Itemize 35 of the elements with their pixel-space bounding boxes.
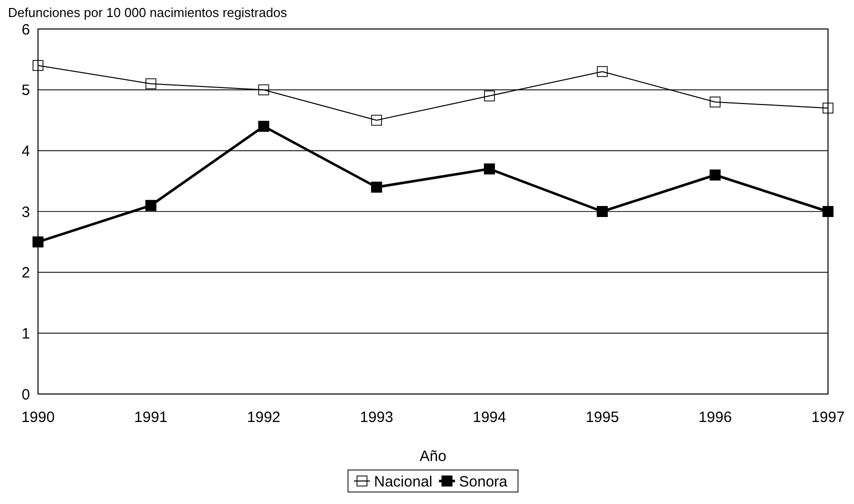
- x-tick-label: 1994: [472, 409, 506, 426]
- point: [32, 60, 44, 71]
- x-tick-label: 1992: [247, 409, 280, 426]
- point: [145, 78, 156, 90]
- point: [710, 96, 721, 108]
- y-tick-label: 1: [22, 325, 30, 342]
- x-tick-label: 1993: [360, 409, 394, 426]
- point: [596, 66, 608, 77]
- x-tick-label: 1997: [811, 409, 845, 426]
- point: [596, 206, 608, 217]
- y-tick-label: 5: [22, 82, 30, 100]
- point: [258, 120, 270, 132]
- point: [484, 163, 495, 174]
- x-axis-title: Año: [420, 448, 446, 465]
- y-tick-label: 3: [22, 204, 30, 221]
- y-tick-label: 2: [22, 264, 30, 282]
- x-tick-label: 1996: [698, 409, 732, 426]
- point: [32, 236, 44, 248]
- legend-label: Nacional: [374, 473, 432, 490]
- point: [145, 200, 156, 211]
- point: [258, 84, 270, 96]
- legend-label: Sonora: [459, 473, 508, 490]
- point: [484, 90, 495, 102]
- point: [710, 170, 721, 180]
- point: [371, 114, 382, 126]
- x-tick-label: 1990: [21, 409, 55, 426]
- y-tick-label: 6: [22, 21, 30, 38]
- y-tick-label: 0: [22, 386, 30, 404]
- y-axis-title: Defunciones por 10 000 nacimientos registrados: [8, 5, 288, 20]
- point: [371, 182, 382, 193]
- x-tick-label: 1995: [586, 409, 619, 426]
- x-tick-label: 1991: [134, 409, 168, 426]
- point: [822, 206, 834, 217]
- point: [822, 102, 834, 114]
- y-tick-label: 4: [22, 142, 30, 160]
